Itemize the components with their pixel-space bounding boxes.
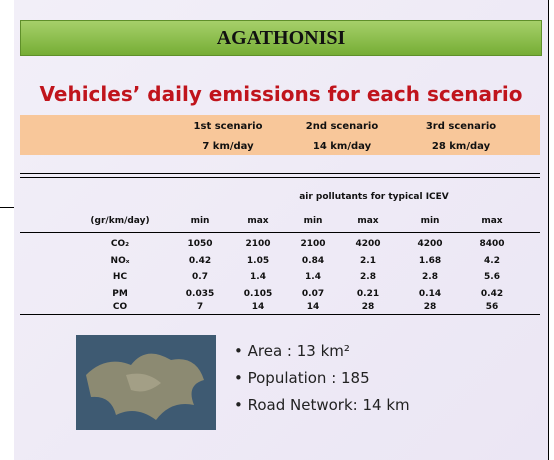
table-cell: 0.42 [170, 256, 230, 266]
scenario-name: 1st scenario [173, 121, 283, 132]
table-cell: 28 [400, 302, 460, 312]
table-cell: 0.07 [283, 289, 343, 299]
page: AGATHONISI Vehicles’ daily emissions for… [0, 0, 554, 460]
row-label: NOₓ [90, 256, 150, 266]
table-cell: 1.4 [228, 272, 288, 282]
fact: • Area : 13 km² [234, 342, 350, 360]
table-cell: 0.14 [400, 289, 460, 299]
table-cell: 56 [462, 302, 522, 312]
table-cell: 0.21 [338, 289, 398, 299]
column-header: min [400, 216, 460, 226]
table-cell: 2.8 [338, 272, 398, 282]
fact: • Road Network: 14 km [234, 396, 410, 414]
table-cell: 0.7 [170, 272, 230, 282]
rule [20, 314, 540, 315]
rule [20, 177, 540, 178]
table-cell: 0.42 [462, 289, 522, 299]
table-cell: 4200 [338, 239, 398, 249]
table-cell: 4.2 [462, 256, 522, 266]
column-header: max [338, 216, 398, 226]
row-label: HC [90, 272, 150, 282]
table-cell: 2.1 [338, 256, 398, 266]
column-header: min [283, 216, 343, 226]
column-header: max [228, 216, 288, 226]
table-caption: air pollutants for typical ICEV [274, 192, 474, 202]
table-cell: 1.68 [400, 256, 460, 266]
table-cell: 1050 [170, 239, 230, 249]
table-cell: 2.8 [400, 272, 460, 282]
scenario-name: 3rd scenario [406, 121, 516, 132]
column-header: min [170, 216, 230, 226]
column-header: max [462, 216, 522, 226]
slide: AGATHONISI Vehicles’ daily emissions for… [14, 0, 549, 460]
table-cell: 4200 [400, 239, 460, 249]
rule [20, 232, 540, 233]
table-cell: 8400 [462, 239, 522, 249]
table-cell: 28 [338, 302, 398, 312]
table-cell: 0.105 [228, 289, 288, 299]
table-cell: 5.6 [462, 272, 522, 282]
scenario-name: 2nd scenario [287, 121, 397, 132]
row-label: CO₂ [90, 239, 150, 249]
row-label: CO [90, 302, 150, 312]
rule [20, 173, 540, 174]
column-header: (gr/km/day) [80, 216, 160, 226]
table-cell: 1.05 [228, 256, 288, 266]
scenario-distance: 14 km/day [287, 141, 397, 152]
table-cell: 2100 [228, 239, 288, 249]
subtitle: Vehicles’ daily emissions for each scena… [14, 82, 548, 106]
fact: • Population : 185 [234, 369, 370, 387]
table-cell: 0.035 [170, 289, 230, 299]
table-cell: 14 [228, 302, 288, 312]
row-label: PM [90, 289, 150, 299]
scenario-distance: 28 km/day [406, 141, 516, 152]
table-cell: 14 [283, 302, 343, 312]
header-title: AGATHONISI [20, 20, 542, 56]
table-cell: 2100 [283, 239, 343, 249]
island-photo [76, 335, 216, 430]
table-cell: 1.4 [283, 272, 343, 282]
table-cell: 7 [170, 302, 230, 312]
scenario-distance: 7 km/day [173, 141, 283, 152]
table-cell: 0.84 [283, 256, 343, 266]
